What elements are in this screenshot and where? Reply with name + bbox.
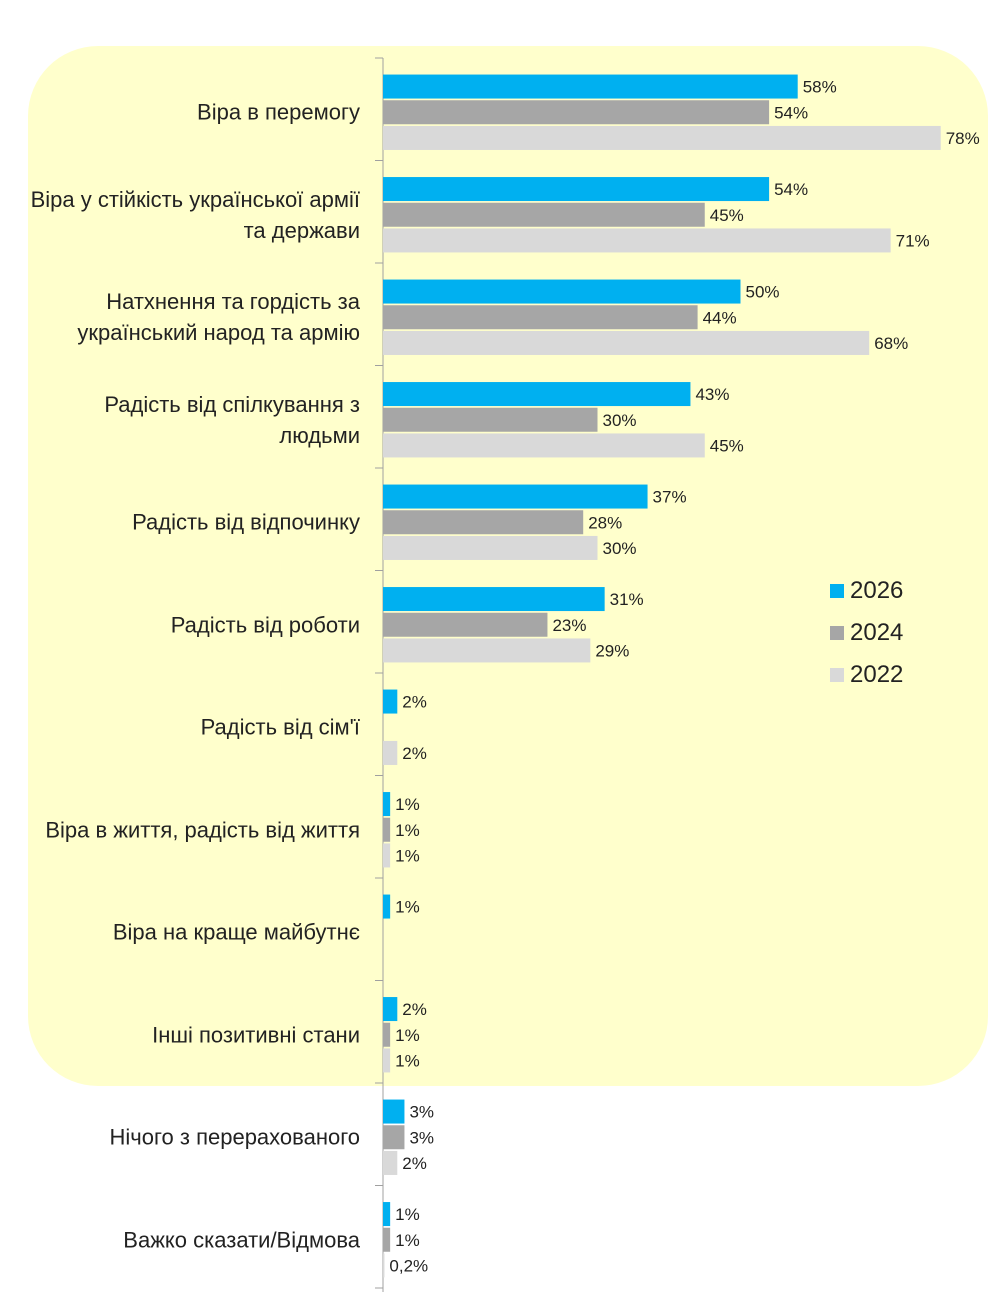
bar-2022: [383, 433, 705, 458]
bar-2022: [383, 125, 941, 150]
category-label: Віра в життя, радість від життя: [45, 817, 360, 843]
data-label: 2%: [402, 744, 427, 763]
data-label: 1%: [395, 821, 420, 840]
bar-2022: [383, 535, 598, 560]
data-label: 50%: [746, 283, 780, 302]
data-label: 44%: [703, 308, 737, 327]
category-label: Радість від спілкування з людьми: [104, 391, 360, 448]
category-label: Інші позитивні стани: [152, 1022, 360, 1048]
category-label: Нічого з перерахованого: [109, 1124, 360, 1150]
legend-label-2024: 2024: [850, 619, 904, 646]
bar-2024: [383, 1227, 391, 1252]
bar-2022: [383, 1048, 391, 1073]
category-label: Віра у стійкість української армії та де…: [30, 186, 360, 243]
data-label: 1%: [395, 1026, 420, 1045]
bar-2022: [383, 740, 398, 765]
data-label: 54%: [774, 180, 808, 199]
data-label: 1%: [395, 846, 420, 865]
category-label: Радість від відпочинку: [132, 509, 360, 535]
bar-2022: [383, 638, 591, 663]
data-label: 0,2%: [389, 1256, 428, 1275]
bar-2024: [383, 1022, 391, 1047]
category-label: Віра на краще майбутнє: [112, 919, 360, 945]
data-labels: 58% 54% 78% 54% 45% 71% 50% 44% 68% 43% 30% 45% 37% 2…: [389, 78, 979, 1276]
data-label: 31%: [610, 590, 644, 609]
category-label: Радість від сім'ї: [200, 714, 360, 740]
data-label: 1%: [395, 1205, 420, 1224]
bar-2026: [383, 1099, 405, 1124]
category-label: Важко сказати/Відмова: [123, 1227, 360, 1253]
bar-2024: [383, 817, 391, 842]
bar-2024: [383, 1125, 405, 1150]
bar-2026: [383, 894, 391, 919]
data-label: 68%: [874, 334, 908, 353]
legend: 2026 2024 2022: [830, 570, 903, 696]
data-label: 1%: [395, 1231, 420, 1250]
data-label: 54%: [774, 103, 808, 122]
data-label: 23%: [552, 616, 586, 635]
bar-2026: [383, 382, 691, 407]
category-axis: [375, 57, 384, 1292]
bar-2022: [383, 843, 391, 868]
bar-2022: [383, 1150, 398, 1175]
data-label: 30%: [603, 411, 637, 430]
bar-2022: [383, 1253, 385, 1278]
category-label: Натхнення та гордість за український нар…: [77, 289, 360, 346]
bar-2024: [383, 510, 584, 535]
bar-2026: [383, 792, 391, 817]
data-label: 28%: [588, 513, 622, 532]
legend-item-2026: 2026: [830, 570, 903, 612]
data-label: 2%: [402, 1000, 427, 1019]
data-label: 3%: [409, 1128, 434, 1147]
bar-2024: [383, 407, 598, 432]
legend-swatch-2022: [830, 668, 844, 682]
bar-2022: [383, 228, 891, 253]
bar-2026: [383, 484, 648, 509]
data-label: 30%: [603, 539, 637, 558]
bar-2026: [383, 997, 398, 1022]
data-label: 71%: [896, 231, 930, 250]
bar-2026: [383, 177, 770, 202]
category-label: Віра в перемогу: [197, 99, 360, 125]
data-label: 2%: [402, 693, 427, 712]
data-label: 29%: [595, 641, 629, 660]
data-label: 58%: [803, 78, 837, 97]
bars: [383, 74, 941, 1278]
category-label: Радість від роботи: [170, 612, 360, 638]
bar-2026: [383, 1202, 391, 1227]
legend-swatch-2026: [830, 584, 844, 598]
legend-label-2026: 2026: [850, 577, 904, 604]
data-label: 2%: [402, 1154, 427, 1173]
bar-2024: [383, 202, 705, 227]
bar-2024: [383, 100, 770, 125]
bar-2026: [383, 587, 605, 612]
data-label: 78%: [946, 129, 980, 148]
data-label: 1%: [395, 898, 420, 917]
bar-2026: [383, 74, 798, 99]
legend-item-2022: 2022: [830, 654, 903, 696]
legend-swatch-2024: [830, 626, 844, 640]
data-label: 3%: [409, 1103, 434, 1122]
bar-2022: [383, 330, 870, 355]
data-label: 37%: [653, 488, 687, 507]
bar-2026: [383, 689, 398, 714]
legend-label-2022: 2022: [850, 661, 904, 688]
bar-2024: [383, 612, 548, 637]
highlight-panel: [28, 46, 988, 1086]
data-label: 1%: [395, 795, 420, 814]
data-label: 43%: [695, 385, 729, 404]
legend-item-2024: 2024: [830, 612, 903, 654]
data-label: 45%: [710, 206, 744, 225]
data-label: 45%: [710, 436, 744, 455]
bar-2024: [383, 305, 698, 330]
bar-2026: [383, 279, 741, 304]
data-label: 1%: [395, 1051, 420, 1070]
